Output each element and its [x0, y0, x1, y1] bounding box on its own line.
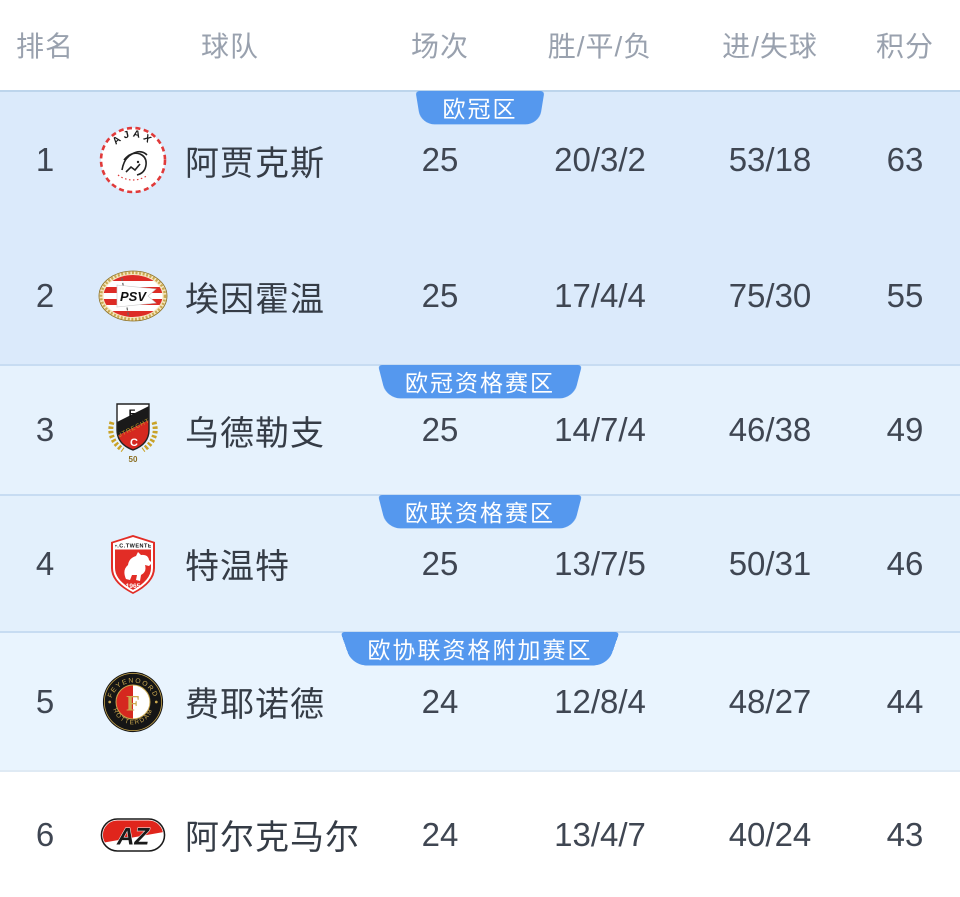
header-wdl: 胜/平/负 — [547, 31, 653, 62]
team-name: 阿贾克斯 — [185, 144, 325, 183]
matches-cell: 25 — [421, 277, 459, 314]
header-goals: 进/失球 — [722, 31, 818, 62]
svg-text:50: 50 — [128, 455, 137, 464]
points-cell: 63 — [886, 141, 924, 178]
zone-section: 欧冠资格赛区 3 UTRECHT F C 50 乌德勒支 25 14/7/4 46/38… — [0, 364, 960, 494]
zone-section: 欧冠区 1 AJAX 阿贾克斯 25 20/3/2 53/18 63 2 PSV 埃因霍温 2… — [0, 90, 960, 364]
zone-badge: 欧冠区 — [415, 91, 545, 128]
matches-cell: 25 — [421, 411, 459, 448]
az-logo: AZ — [90, 817, 175, 853]
ajax-logo: AJAX — [90, 125, 175, 195]
zone-badge: 欧联资格赛区 — [378, 495, 582, 532]
goals-cell: 50/31 — [728, 544, 812, 582]
rank-cell: 2 — [35, 277, 55, 314]
rank-cell: 5 — [35, 682, 55, 720]
svg-text:PSV: PSV — [119, 289, 146, 304]
matches-cell: 25 — [421, 544, 459, 582]
goals-cell: 48/27 — [728, 682, 812, 720]
utrecht-logo: UTRECHT F C 50 — [90, 396, 175, 464]
psv-logo: PSV — [90, 269, 175, 323]
zone-badge-label: 欧联资格赛区 — [405, 500, 555, 526]
header-team: 球队 — [200, 31, 259, 62]
matches-cell: 25 — [421, 141, 459, 178]
header-points: 积分 — [875, 31, 934, 62]
table-row[interactable]: 2 PSV 埃因霍温 25 17/4/4 75/30 55 — [0, 228, 960, 364]
zone-badge-label: 欧协联资格附加赛区 — [367, 637, 593, 663]
table-row[interactable]: 5 FEYENOORD ROTTERDAM F 费耶诺德 24 12/8/4 48/2… — [0, 633, 960, 770]
rank-cell: 3 — [35, 411, 55, 448]
zone-badge-label: 欧冠区 — [442, 96, 518, 122]
feyenoord-logo: FEYENOORD ROTTERDAM F — [90, 669, 175, 735]
wdl-cell: 14/7/4 — [554, 411, 646, 448]
wdl-cell: 13/7/5 — [554, 544, 646, 582]
zone-badge: 欧冠资格赛区 — [378, 365, 582, 402]
matches-cell: 24 — [421, 815, 459, 853]
svg-text:1965: 1965 — [125, 583, 140, 590]
svg-text:C: C — [130, 437, 138, 449]
table-row[interactable]: 1 AJAX 阿贾克斯 25 20/3/2 53/18 63 — [0, 92, 960, 228]
points-cell: 43 — [886, 815, 924, 853]
wdl-cell: 13/4/7 — [554, 815, 646, 853]
team-name: 阿尔克马尔 — [185, 819, 360, 857]
twente-logo: F.C.TWENTE 1965 — [90, 532, 175, 596]
svg-text:F: F — [128, 408, 135, 420]
header-matches: 场次 — [410, 31, 469, 62]
svg-text:AZ: AZ — [115, 823, 150, 850]
svg-text:F: F — [126, 690, 140, 715]
zone-section: 欧联资格赛区 4 F.C.TWENTE 1965 特温特 25 13/7/5 50/31… — [0, 494, 960, 631]
zone-section: 欧协联资格附加赛区 5 FEYENOORD ROTTERDAM F 费耶诺德 24 1… — [0, 631, 960, 770]
goals-cell: 46/38 — [728, 411, 812, 448]
table-header: 排名 球队 场次 胜/平/负 进/失球 积分 — [0, 0, 960, 90]
table-row[interactable]: 3 UTRECHT F C 50 乌德勒支 25 14/7/4 46/38 49 — [0, 366, 960, 494]
table-body: 欧冠区 1 AJAX 阿贾克斯 25 20/3/2 53/18 63 2 PSV 埃因霍温 2… — [0, 90, 960, 897]
points-cell: 46 — [886, 544, 924, 582]
team-name: 特温特 — [185, 548, 290, 586]
header-rank: 排名 — [15, 31, 74, 62]
table-row[interactable]: 6 AZ 阿尔克马尔 24 13/4/7 40/24 43 — [0, 772, 960, 897]
rank-cell: 6 — [35, 815, 55, 853]
rank-cell: 1 — [35, 141, 55, 178]
points-cell: 55 — [886, 277, 924, 314]
team-name: 费耶诺德 — [185, 686, 325, 724]
zone-badge: 欧协联资格附加赛区 — [340, 632, 620, 669]
goals-cell: 75/30 — [728, 277, 812, 314]
zone-badge-label: 欧冠资格赛区 — [405, 370, 555, 396]
svg-text:F.C.TWENTE: F.C.TWENTE — [114, 543, 152, 549]
matches-cell: 24 — [421, 682, 459, 720]
wdl-cell: 12/8/4 — [554, 682, 646, 720]
wdl-cell: 17/4/4 — [554, 277, 646, 314]
wdl-cell: 20/3/2 — [554, 141, 646, 178]
points-cell: 49 — [886, 411, 924, 448]
team-name: 乌德勒支 — [185, 414, 325, 453]
table-row[interactable]: 4 F.C.TWENTE 1965 特温特 25 13/7/5 50/31 46 — [0, 496, 960, 631]
zone-section: 6 AZ 阿尔克马尔 24 13/4/7 40/24 43 — [0, 770, 960, 897]
goals-cell: 40/24 — [728, 815, 812, 853]
goals-cell: 53/18 — [728, 141, 812, 178]
team-name: 埃因霍温 — [185, 280, 325, 319]
rank-cell: 4 — [35, 544, 55, 582]
points-cell: 44 — [886, 682, 924, 720]
